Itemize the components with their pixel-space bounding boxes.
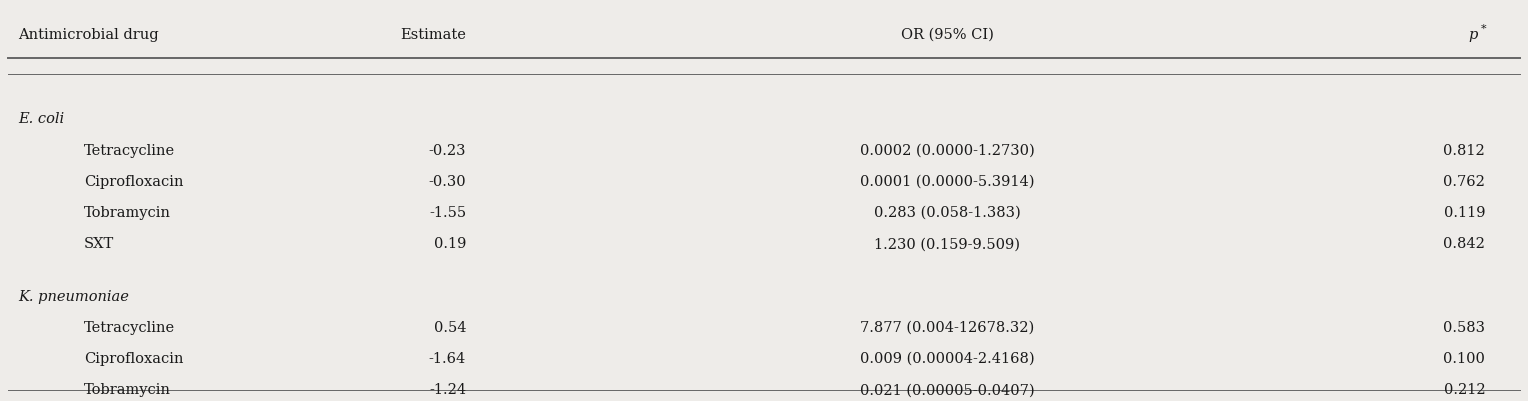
Text: 0.009 (0.00004-2.4168): 0.009 (0.00004-2.4168) [860, 352, 1034, 366]
Text: 0.0001 (0.0000-5.3914): 0.0001 (0.0000-5.3914) [860, 175, 1034, 189]
Text: K. pneumoniae: K. pneumoniae [18, 290, 130, 304]
Text: E. coli: E. coli [18, 112, 64, 126]
Text: Tobramycin: Tobramycin [84, 206, 171, 220]
Text: *: * [1481, 24, 1487, 34]
Text: -0.30: -0.30 [428, 175, 466, 189]
Text: OR (95% CI): OR (95% CI) [902, 28, 993, 42]
Text: Ciprofloxacin: Ciprofloxacin [84, 175, 183, 189]
Text: -0.23: -0.23 [428, 144, 466, 158]
Text: 0.54: 0.54 [434, 321, 466, 335]
Text: Tobramycin: Tobramycin [84, 383, 171, 397]
Text: 0.842: 0.842 [1444, 237, 1485, 251]
Text: 7.877 (0.004-12678.32): 7.877 (0.004-12678.32) [860, 321, 1034, 335]
Text: Ciprofloxacin: Ciprofloxacin [84, 352, 183, 366]
Text: 0.283 (0.058-1.383): 0.283 (0.058-1.383) [874, 206, 1021, 220]
Text: -1.55: -1.55 [429, 206, 466, 220]
Text: 0.0002 (0.0000-1.2730): 0.0002 (0.0000-1.2730) [860, 144, 1034, 158]
Text: 0.583: 0.583 [1444, 321, 1485, 335]
Text: 0.119: 0.119 [1444, 206, 1485, 220]
Text: -1.24: -1.24 [429, 383, 466, 397]
Text: p: p [1468, 28, 1478, 42]
Text: 0.812: 0.812 [1444, 144, 1485, 158]
Text: 1.230 (0.159-9.509): 1.230 (0.159-9.509) [874, 237, 1021, 251]
Text: SXT: SXT [84, 237, 115, 251]
Text: Tetracycline: Tetracycline [84, 321, 176, 335]
Text: Antimicrobial drug: Antimicrobial drug [18, 28, 159, 42]
Text: 0.19: 0.19 [434, 237, 466, 251]
Text: -1.64: -1.64 [429, 352, 466, 366]
Text: 0.100: 0.100 [1444, 352, 1485, 366]
Text: Tetracycline: Tetracycline [84, 144, 176, 158]
Text: 0.762: 0.762 [1444, 175, 1485, 189]
Text: 0.021 (0.00005-0.0407): 0.021 (0.00005-0.0407) [860, 383, 1034, 397]
Text: Estimate: Estimate [400, 28, 466, 42]
Text: 0.212: 0.212 [1444, 383, 1485, 397]
